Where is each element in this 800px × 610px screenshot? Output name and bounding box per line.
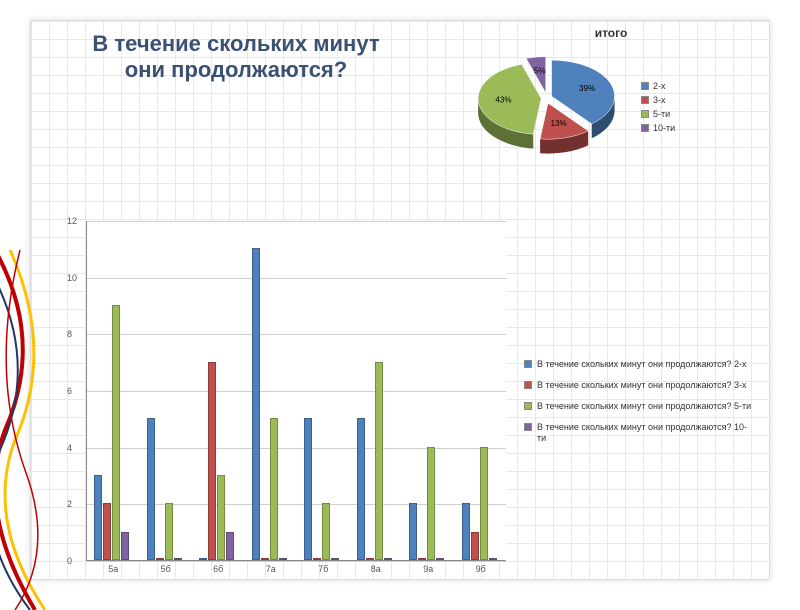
pie-legend-item: 2-х (641, 80, 675, 92)
bar-group (409, 447, 448, 560)
bar-plot: 0246810125а5б6б7а7б8а9а9б (86, 221, 506, 561)
legend-swatch (524, 360, 532, 368)
pie-legend: 2-х 3-х 5-ти 10-ти (641, 78, 675, 136)
pie-chart: итого 39% 13% 43% 5% 2-х 3-х 5-ти 10-ти (461, 26, 761, 186)
bar (103, 503, 111, 560)
bar (375, 362, 383, 560)
bar (322, 503, 330, 560)
gridline (87, 221, 506, 222)
bar (112, 305, 120, 560)
gridline (87, 334, 506, 335)
gridline (87, 391, 506, 392)
pie-pct-label: 39% (579, 84, 595, 93)
pie-legend-item: 5-ти (641, 108, 675, 120)
bar (165, 503, 173, 560)
bar (94, 475, 102, 560)
bar (304, 418, 312, 560)
x-tick-label: 5б (161, 564, 171, 574)
y-tick-label: 2 (67, 499, 72, 509)
bar-legend-item: В течение скольких минут они продолжаютс… (524, 359, 754, 372)
legend-label: 5-ти (653, 109, 670, 119)
legend-label: В течение скольких минут они продолжаютс… (537, 401, 751, 412)
bar (366, 558, 374, 560)
legend-label: 2-х (653, 81, 666, 91)
pie-legend-item: 10-ти (641, 122, 675, 134)
pie-pct-label: 43% (495, 96, 511, 105)
pie-pct-label: 5% (534, 66, 546, 75)
gridline (87, 278, 506, 279)
bar (252, 248, 260, 560)
bar (217, 475, 225, 560)
gridline (87, 561, 506, 562)
x-tick-label: 9а (423, 564, 433, 574)
bar (199, 558, 207, 560)
x-tick-label: 5а (108, 564, 118, 574)
bar (156, 558, 164, 560)
x-tick-label: 8а (371, 564, 381, 574)
bar-group (461, 447, 500, 560)
bar-group (146, 418, 185, 560)
bar (480, 447, 488, 560)
legend-swatch (641, 124, 649, 132)
y-tick-label: 4 (67, 443, 72, 453)
bar-group (94, 305, 133, 560)
legend-label: 10-ти (653, 123, 675, 133)
pie-title: итого (461, 26, 761, 40)
bar (489, 558, 497, 560)
bar-group (251, 248, 290, 560)
bar (279, 558, 287, 560)
bar (261, 558, 269, 560)
legend-swatch (524, 402, 532, 410)
legend-label: В течение скольких минут они продолжаютс… (537, 422, 754, 444)
bar-legend-item: В течение скольких минут они продолжаютс… (524, 380, 754, 393)
pie-svg: 39% 13% 43% 5% (461, 44, 641, 170)
bar-chart: 0246810125а5б6б7а7б8а9а9б В течение скол… (86, 221, 766, 581)
bar (270, 418, 278, 560)
bar-legend: В течение скольких минут они продолжаютс… (524, 221, 754, 581)
bar (174, 558, 182, 560)
bar (462, 503, 470, 560)
y-tick-label: 0 (67, 556, 72, 566)
slide-title: В течение скольких минут они продолжаютс… (71, 31, 401, 84)
bar-group (304, 418, 343, 560)
bar (121, 532, 129, 560)
y-tick-label: 6 (67, 386, 72, 396)
bar (436, 558, 444, 560)
legend-label: В течение скольких минут они продолжаютс… (537, 359, 746, 370)
legend-label: 3-х (653, 95, 666, 105)
legend-swatch (524, 381, 532, 389)
bar (418, 558, 426, 560)
y-tick-label: 10 (67, 273, 77, 283)
bar (331, 558, 339, 560)
bar (147, 418, 155, 560)
bar (409, 503, 417, 560)
legend-swatch (641, 82, 649, 90)
bar (471, 532, 479, 560)
bar-group (356, 362, 395, 560)
x-tick-label: 6б (213, 564, 223, 574)
bar (427, 447, 435, 560)
legend-swatch (641, 110, 649, 118)
y-tick-label: 8 (67, 329, 72, 339)
x-tick-label: 7б (318, 564, 328, 574)
slide-background: В течение скольких минут они продолжаютс… (30, 20, 770, 580)
x-tick-label: 7а (266, 564, 276, 574)
bar (313, 558, 321, 560)
bar (208, 362, 216, 560)
x-tick-label: 9б (476, 564, 486, 574)
bar-group (199, 362, 238, 560)
bar (226, 532, 234, 560)
bar (384, 558, 392, 560)
y-tick-label: 12 (67, 216, 77, 226)
bar (357, 418, 365, 560)
legend-swatch (641, 96, 649, 104)
bar-legend-item: В течение скольких минут они продолжаютс… (524, 422, 754, 444)
legend-label: В течение скольких минут они продолжаютс… (537, 380, 746, 391)
pie-pct-label: 13% (550, 119, 566, 128)
pie-legend-item: 3-х (641, 94, 675, 106)
legend-swatch (524, 423, 532, 431)
bar-legend-item: В течение скольких минут они продолжаютс… (524, 401, 754, 414)
